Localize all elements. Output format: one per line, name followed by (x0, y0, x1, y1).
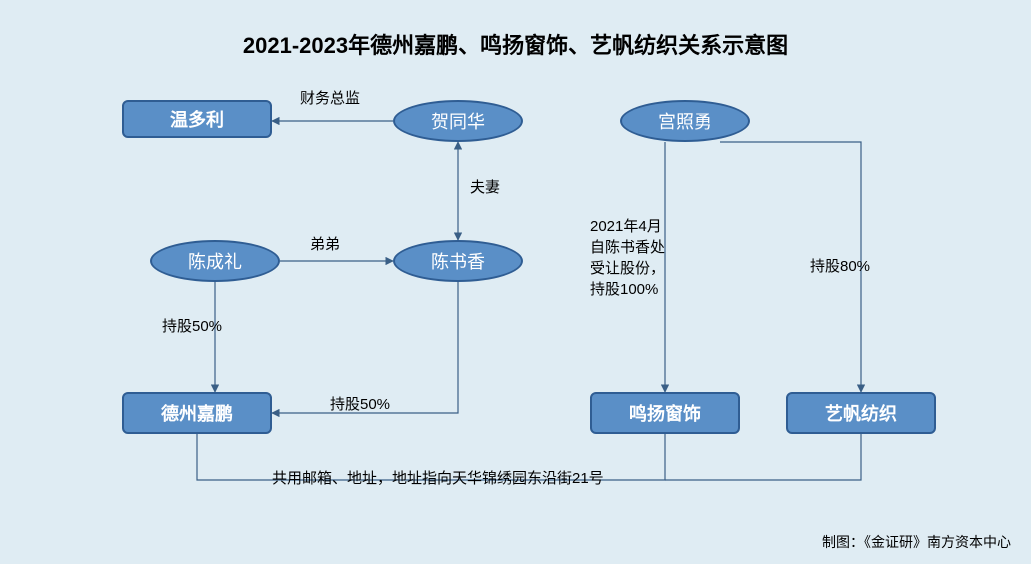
node-chenshuxiang: 陈书香 (393, 240, 523, 282)
node-yifan: 艺帆纺织 (786, 392, 936, 434)
label-fuqi: 夫妻 (470, 177, 500, 198)
node-gongzhaoyong: 宫照勇 (620, 100, 750, 142)
diagram-canvas: 2021-2023年德州嘉鹏、鸣扬窗饰、艺帆纺织关系示意图 温多利 贺同华 宫照勇陈… (0, 0, 1031, 564)
node-hetonghua: 贺同华 (393, 100, 523, 142)
node-chenchengli: 陈成礼 (150, 240, 280, 282)
diagram-title: 2021-2023年德州嘉鹏、鸣扬窗饰、艺帆纺织关系示意图 (0, 28, 1031, 60)
label-chigu80: 持股80% (810, 256, 870, 277)
label-sharedaddr: 共用邮箱、地址，地址指向天华锦绣园东沿街21号 (272, 468, 604, 489)
credit-text: 制图：《金证研》南方资本中心 (822, 532, 1011, 552)
label-cfo: 财务总监 (300, 88, 360, 109)
label-chigu50a: 持股50% (162, 316, 222, 337)
node-dezhoujiapeng: 德州嘉鹏 (122, 392, 272, 434)
edge-shared-address-branch (665, 434, 861, 480)
label-didi: 弟弟 (310, 234, 340, 255)
label-chigu50b: 持股50% (330, 394, 390, 415)
node-wenduoli: 温多利 (122, 100, 272, 138)
node-mingyang: 鸣扬窗饰 (590, 392, 740, 434)
label-transfer: 2021年4月 自陈书香处 受让股份， 持股100% (590, 216, 665, 300)
